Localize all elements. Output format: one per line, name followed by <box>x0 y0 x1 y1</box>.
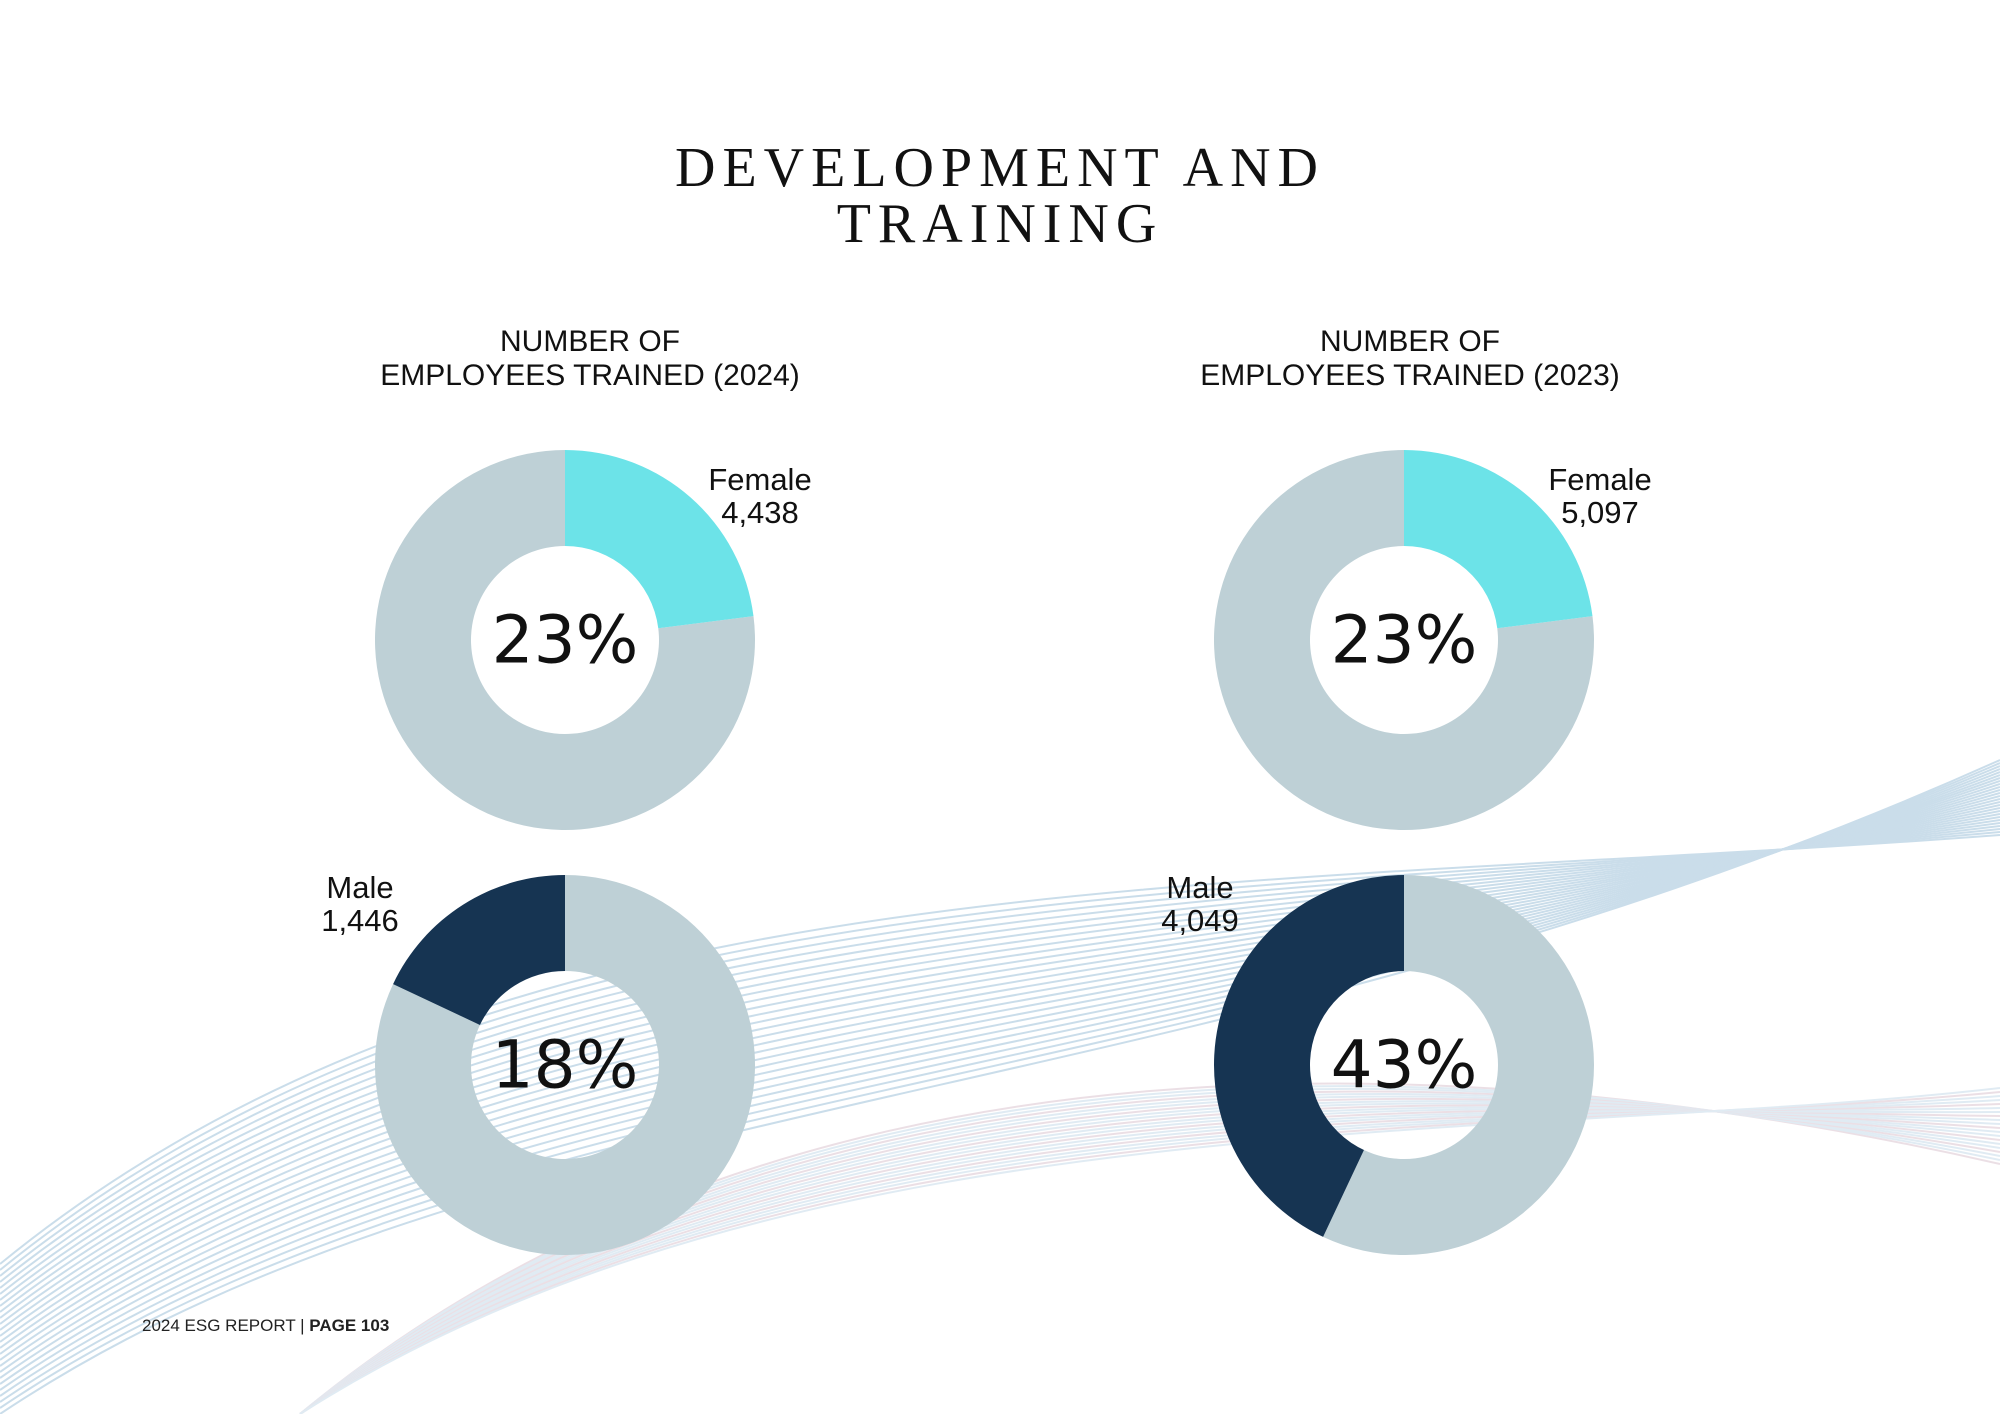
label-2023-female: Female 5,097 <box>1530 463 1670 529</box>
background-wave-line <box>0 828 2000 1277</box>
background-wave-line <box>0 816 2000 1301</box>
background-wave-line <box>299 1103 2000 1414</box>
chart-title-2024: NUMBER OF EMPLOYEES TRAINED (2024) <box>310 325 870 393</box>
background-wave-line <box>299 1095 2000 1414</box>
donut-2024-female-percent: 23% <box>492 602 639 679</box>
label-2023-female-name: Female <box>1548 462 1652 497</box>
background-wave-line <box>299 1085 2000 1414</box>
background-wave-line <box>0 762 2000 1409</box>
background-wave-line <box>0 771 2000 1391</box>
background-wave-line <box>0 759 2000 1414</box>
footer-page-number: PAGE 103 <box>309 1316 390 1335</box>
label-2024-male-value: 1,446 <box>321 903 399 938</box>
donut-1-female-remainder-slice <box>1214 450 1594 830</box>
background-wave-line <box>0 774 2000 1385</box>
donut-2024-female: 23% <box>375 450 755 830</box>
background-wave-line <box>299 1090 2000 1414</box>
label-2024-female-name: Female <box>708 462 812 497</box>
background-wave-line <box>0 798 2000 1337</box>
label-2023-male-name: Male <box>1166 870 1234 905</box>
background-wave-line <box>0 813 2000 1307</box>
background-wave-line <box>0 801 2000 1331</box>
background-wave-line <box>0 789 2000 1355</box>
background-wave-line <box>299 1100 2000 1414</box>
chart-title-2023-line-1: NUMBER OF <box>1320 325 1500 358</box>
background-wave-line <box>299 1107 2000 1414</box>
background-wave-line <box>0 819 2000 1295</box>
background-wave-line <box>299 1110 2000 1414</box>
background-wave-line <box>0 822 2000 1289</box>
chart-title-2023-line-2: EMPLOYEES TRAINED (2023) <box>1200 359 1620 392</box>
background-wave-line <box>299 1099 2000 1414</box>
page-footer: 2024 ESG REPORT | PAGE 103 <box>142 1316 389 1336</box>
donut-0-male-slice <box>393 875 565 1025</box>
background-wave-line <box>0 792 2000 1349</box>
donut-2023-male: 43% <box>1214 875 1594 1255</box>
background-wave-line <box>0 777 2000 1379</box>
donut-0-female-remainder-slice <box>375 450 755 830</box>
background-wave-line <box>0 834 2000 1265</box>
background-wave-line <box>0 825 2000 1283</box>
donut-0-male-remainder-slice <box>375 875 755 1255</box>
background-wave-line <box>0 807 2000 1319</box>
footer-report-label: 2024 ESG REPORT | <box>142 1316 310 1335</box>
page-title-line-1: DEVELOPMENT AND <box>675 137 1325 199</box>
background-wave-line <box>0 768 2000 1397</box>
donut-1-male-remainder-slice <box>1323 875 1594 1255</box>
chart-title-2024-line-1: NUMBER OF <box>500 325 680 358</box>
background-wave-line <box>299 1107 2000 1414</box>
page-title-line-2: TRAINING <box>836 193 1164 255</box>
background-wave-line <box>0 804 2000 1325</box>
donut-1-female-slice <box>1404 450 1593 629</box>
background-wave-line <box>0 831 2000 1271</box>
background-wave-line <box>299 1087 2000 1414</box>
donut-2024-male-percent: 18% <box>492 1027 639 1104</box>
background-wave-line <box>299 1087 2000 1414</box>
background-wave-line <box>299 1109 2000 1414</box>
background-wave-line <box>299 1082 2000 1414</box>
background-wave-line <box>0 810 2000 1313</box>
label-2023-female-value: 5,097 <box>1561 495 1639 530</box>
background-wave-line <box>299 1097 2000 1414</box>
background-wave-line <box>299 1106 2000 1414</box>
donut-2023-female-percent: 23% <box>1331 602 1478 679</box>
donut-2024-male: 18% <box>375 875 755 1255</box>
label-2023-male: Male 4,049 <box>1140 871 1260 937</box>
background-wave-line <box>299 1095 2000 1414</box>
background-wave-line <box>299 1092 2000 1414</box>
donut-1-male-slice <box>1214 875 1404 1237</box>
donut-2023-female: 23% <box>1214 450 1594 830</box>
background-wave-line <box>0 765 2000 1403</box>
background-wave-line <box>0 786 2000 1361</box>
donut-0-female-slice <box>565 450 754 629</box>
background-wave-line <box>299 1104 2000 1414</box>
chart-title-2023: NUMBER OF EMPLOYEES TRAINED (2023) <box>1130 325 1690 393</box>
chart-title-2024-line-2: EMPLOYEES TRAINED (2024) <box>380 359 800 392</box>
background-wave-line <box>299 1102 2000 1414</box>
donut-2023-male-percent: 43% <box>1331 1027 1478 1104</box>
label-2024-male: Male 1,446 <box>300 871 420 937</box>
background-wave-line <box>0 795 2000 1343</box>
label-2023-male-value: 4,049 <box>1161 903 1239 938</box>
page-title: DEVELOPMENT AND TRAINING <box>0 140 2000 252</box>
label-2024-male-name: Male <box>326 870 394 905</box>
label-2024-female: Female 4,438 <box>690 463 830 529</box>
background-wave-line <box>299 1091 2000 1414</box>
label-2024-female-value: 4,438 <box>721 495 799 530</box>
background-wave-line <box>0 780 2000 1373</box>
background-wave-line <box>0 783 2000 1367</box>
